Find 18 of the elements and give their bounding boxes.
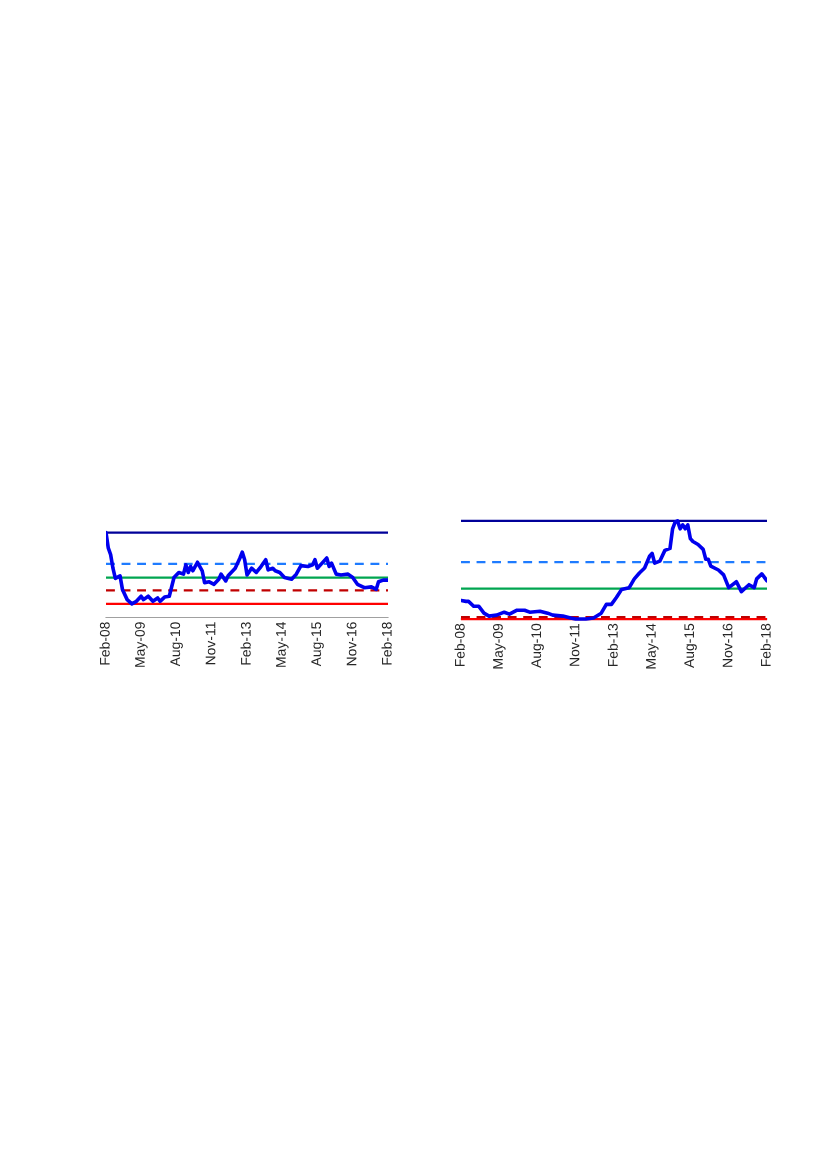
x-tick-label: Nov-16 [722, 623, 733, 667]
x-tick-label: Aug-15 [311, 622, 324, 667]
x-tick-label: Feb-13 [607, 623, 618, 667]
x-tick-label: Feb-18 [381, 622, 392, 665]
x-tick-label: Nov-11 [205, 622, 216, 665]
x-tick-label: Aug-10 [170, 622, 183, 667]
x-tick-label: Aug-15 [684, 623, 697, 668]
x-tick-label: Feb-13 [240, 622, 251, 665]
x-tick-label: May-09 [493, 623, 506, 669]
x-tick-label: May-14 [646, 623, 659, 669]
x-tick-label: Nov-11 [569, 623, 580, 666]
x-tick-label: Feb-08 [99, 622, 110, 665]
x-tick-label: Aug-10 [531, 623, 544, 668]
x-tick-label: May-14 [276, 622, 289, 667]
x-tick-label: Feb-18 [760, 623, 771, 667]
x-tick-label: Nov-16 [346, 622, 357, 666]
x-tick-label: Feb-08 [454, 623, 465, 667]
x-tick-label: May-09 [135, 622, 148, 667]
